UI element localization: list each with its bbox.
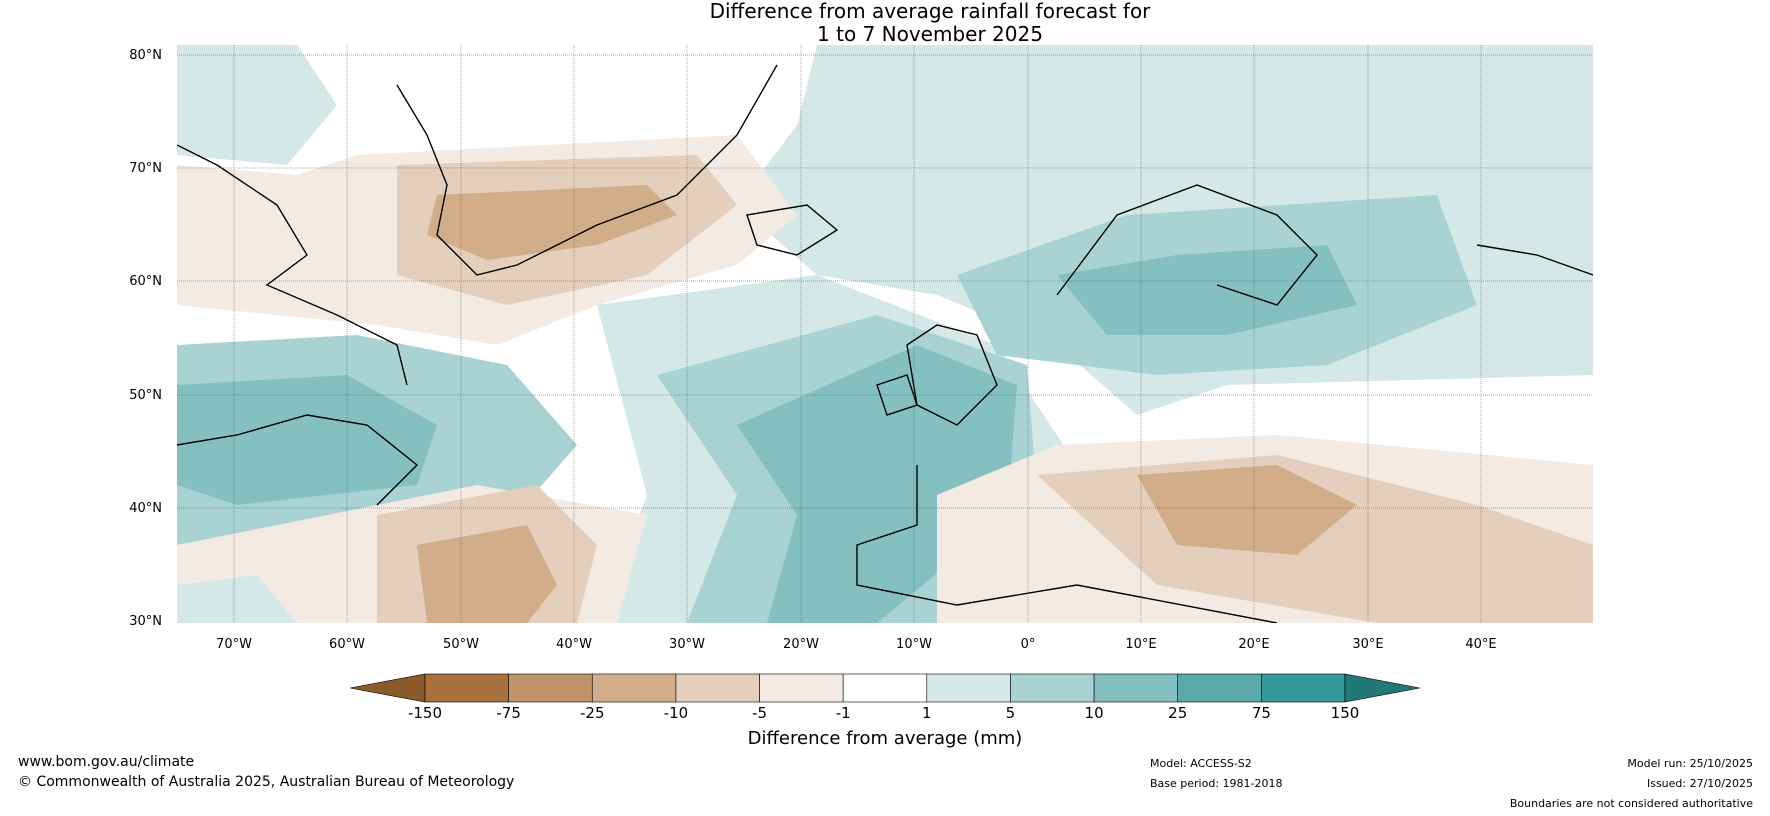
colorbar-bin xyxy=(926,673,1011,703)
colorbar-label: Difference from average (mm) xyxy=(747,728,1023,749)
footer-issued: Issued: 27/10/2025 xyxy=(1646,777,1753,790)
footer-base-period: Base period: 1981-2018 xyxy=(1150,777,1283,790)
lon-tick-40e: 40°E xyxy=(1465,637,1497,652)
lon-tick-50w: 50°W xyxy=(443,637,479,652)
map-title: Difference from average rainfall forecas… xyxy=(0,0,1770,46)
lat-tick-40n: 40°N xyxy=(129,501,162,516)
lat-tick-80n: 80°N xyxy=(129,48,162,63)
colorbar-tick-label: -5 xyxy=(752,704,768,722)
colorbar-tick-label: 1 xyxy=(922,704,932,722)
colorbar-bin xyxy=(591,673,677,703)
colorbar-tick-label: -75 xyxy=(496,704,521,722)
title-line-1: Difference from average rainfall forecas… xyxy=(709,0,1151,23)
lon-tick-10w: 10°W xyxy=(896,637,932,652)
lon-tick-10e: 10°E xyxy=(1125,637,1157,652)
colorbar-tick-label: 150 xyxy=(1330,704,1360,722)
colorbar-bin xyxy=(1010,673,1095,703)
colorbar-tick-label: 75 xyxy=(1251,704,1271,722)
footer-website: www.bom.gov.au/climate xyxy=(18,754,195,770)
lon-tick-20e: 20°E xyxy=(1238,637,1270,652)
colorbar-tick-label: -150 xyxy=(407,704,443,722)
lat-tick-30n: 30°N xyxy=(129,614,162,629)
footer-disclaimer: Boundaries are not considered authoritat… xyxy=(1509,797,1753,810)
colorbar-bin xyxy=(842,673,928,703)
graticule xyxy=(177,45,1593,623)
colorbar-extend-high xyxy=(1344,673,1420,703)
colorbar-bin xyxy=(1177,673,1262,703)
colorbar xyxy=(350,673,1420,703)
title-line-2: 1 to 7 November 2025 xyxy=(817,22,1043,46)
colorbar-tick-label: 5 xyxy=(1005,704,1016,722)
lon-tick-0: 0° xyxy=(1020,637,1036,652)
footer-model: Model: ACCESS-S2 xyxy=(1150,757,1252,770)
colorbar-bin xyxy=(424,673,509,703)
lon-tick-30e: 30°E xyxy=(1352,637,1384,652)
lon-tick-20w: 20°W xyxy=(783,637,819,652)
colorbar-tick-label: 25 xyxy=(1168,704,1188,722)
colorbar-extend-low xyxy=(350,673,426,703)
colorbar-bin xyxy=(1093,673,1179,703)
rainfall-anomaly-map xyxy=(177,45,1593,623)
colorbar-bin xyxy=(759,673,844,703)
footer-model-run: Model run: 25/10/2025 xyxy=(1627,757,1753,770)
colorbar-bin xyxy=(675,673,760,703)
anomaly-shading xyxy=(177,45,1593,623)
lon-tick-60w: 60°W xyxy=(329,637,365,652)
colorbar-bin xyxy=(508,673,593,703)
footer-copyright: © Commonwealth of Australia 2025, Austra… xyxy=(18,774,515,790)
coastlines xyxy=(177,64,1593,623)
lat-tick-70n: 70°N xyxy=(129,161,162,176)
colorbar-tick-label: -25 xyxy=(580,704,605,722)
colorbar-tick-label: 10 xyxy=(1084,704,1104,722)
lon-tick-40w: 40°W xyxy=(556,637,592,652)
colorbar-bin xyxy=(1261,673,1346,703)
lat-tick-50n: 50°N xyxy=(129,388,162,403)
lon-tick-30w: 30°W xyxy=(669,637,705,652)
lon-tick-70w: 70°W xyxy=(216,637,252,652)
lat-tick-60n: 60°N xyxy=(129,274,162,289)
colorbar-tick-label: -1 xyxy=(835,704,851,722)
colorbar-tick-label: -10 xyxy=(663,704,689,722)
